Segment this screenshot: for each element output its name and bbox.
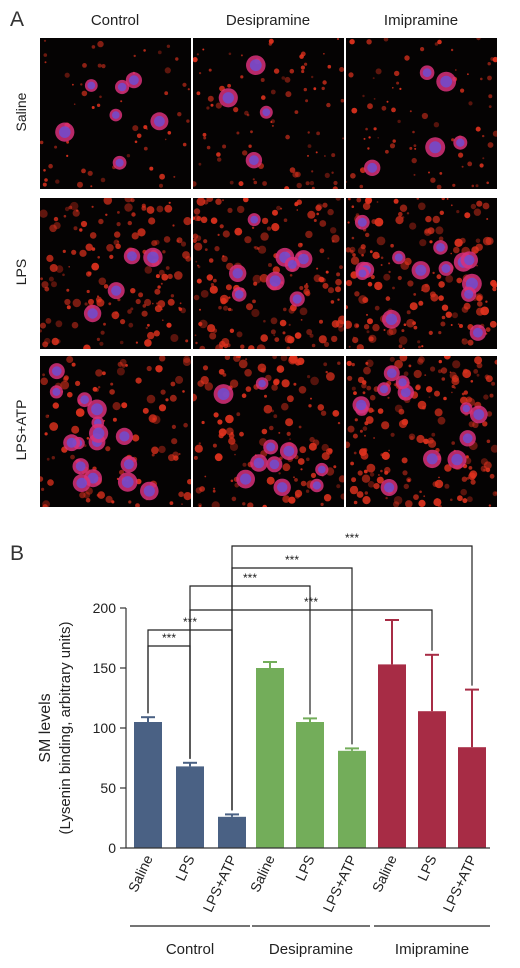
micrograph-lps-imipramine bbox=[346, 198, 497, 349]
group-label: Desipramine bbox=[269, 941, 353, 958]
bar-chart: 0 50 100 150 200 SM levels (Lysenin binding, a… bbox=[37, 531, 490, 958]
x-tick-label: Saline bbox=[247, 852, 278, 894]
column-label-imipramine: Imipramine bbox=[383, 12, 459, 29]
y-tick-label: 0 bbox=[108, 840, 116, 856]
micrograph-lps-atp-imipramine bbox=[346, 356, 497, 507]
y-tick-label: 100 bbox=[93, 720, 117, 736]
bar bbox=[176, 766, 204, 848]
y-tick-label: 50 bbox=[100, 780, 116, 796]
significance-label: *** bbox=[243, 571, 257, 585]
x-tick-label: LPS bbox=[414, 853, 440, 884]
y-axis-subtitle: (Lysenin binding, arbitrary units) bbox=[57, 622, 74, 835]
bar bbox=[296, 722, 324, 848]
group-label: Control bbox=[166, 941, 214, 958]
y-tick-label: 200 bbox=[93, 600, 117, 616]
panel-b-letter: B bbox=[10, 542, 25, 565]
bar bbox=[418, 711, 446, 848]
significance-bracket bbox=[189, 609, 433, 759]
x-tick-label: LPS+ATP bbox=[440, 853, 480, 915]
x-tick-label: Saline bbox=[125, 852, 156, 894]
micrograph-lps-control bbox=[40, 198, 191, 349]
significance-label: *** bbox=[162, 631, 176, 645]
row-label-lps: LPS bbox=[13, 258, 29, 286]
micrograph-saline-control bbox=[40, 38, 191, 189]
x-tick-label: LPS+ATP bbox=[200, 853, 240, 915]
significance-bracket bbox=[231, 545, 473, 811]
bar bbox=[134, 722, 162, 848]
row-label-lps-atp: LPS+ATP bbox=[13, 399, 29, 461]
significance-bracket bbox=[231, 567, 353, 811]
bar bbox=[378, 664, 406, 848]
y-tick-label: 150 bbox=[93, 660, 117, 676]
x-tick-label: LPS bbox=[172, 853, 198, 884]
significance-label: *** bbox=[285, 553, 299, 567]
row-label-saline: Saline bbox=[13, 92, 29, 132]
x-tick-label: LPS bbox=[292, 853, 318, 884]
significance-bracket bbox=[189, 585, 311, 759]
y-axis-title: SM levels bbox=[37, 693, 54, 762]
significance-label: *** bbox=[345, 531, 359, 545]
x-tick-label: LPS+ATP bbox=[320, 853, 360, 915]
x-tick-label: Saline bbox=[369, 852, 400, 894]
bar bbox=[458, 747, 486, 848]
group-label: Imipramine bbox=[395, 941, 469, 958]
micrograph-lps-desipramine bbox=[193, 198, 344, 349]
bar bbox=[338, 750, 366, 848]
column-label-control: Control bbox=[90, 12, 140, 29]
bar bbox=[256, 668, 284, 848]
micrograph-saline-imipramine bbox=[346, 38, 497, 189]
micrograph-saline-desipramine bbox=[193, 38, 344, 189]
significance-label: *** bbox=[304, 595, 318, 609]
micrograph-lps-atp-control bbox=[40, 356, 191, 507]
panel-a-letter: A bbox=[10, 8, 25, 31]
bar bbox=[218, 816, 246, 848]
column-label-desipramine: Desipramine bbox=[225, 12, 311, 29]
micrograph-lps-atp-desipramine bbox=[193, 356, 344, 507]
